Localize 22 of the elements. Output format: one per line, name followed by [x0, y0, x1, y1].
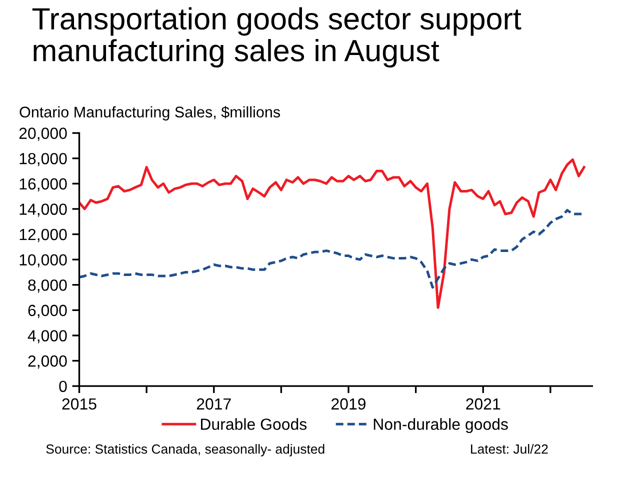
- y-tick-label: 0: [59, 380, 67, 392]
- y-axis-title: Ontario Manufacturing Sales, $millions: [20, 106, 280, 121]
- legend-label: Durable Goods: [201, 418, 307, 430]
- y-tick-label: 12,000: [20, 228, 67, 242]
- x-tick-label: 2015: [62, 398, 96, 410]
- y-tick-label: 4,000: [28, 330, 67, 344]
- y-tick-label: 2,000: [28, 355, 67, 369]
- y-tick-label: 14,000: [20, 204, 67, 217]
- y-tick-label: 8,000: [28, 279, 67, 293]
- legend-label: Non-durable goods: [374, 418, 508, 434]
- text: Latest: Jul/22: [471, 444, 548, 454]
- x-tick-label: 2019: [332, 398, 366, 410]
- y-tick-label: 10,000: [20, 254, 67, 268]
- x-tick-label: 2017: [196, 398, 231, 410]
- source-note: Source: Statistics Canada, seasonally- adjusted: [46, 444, 324, 456]
- line-series: [79, 158, 586, 309]
- y-tick-label: 16,000: [20, 178, 67, 192]
- x-tick-label: 2021: [466, 398, 500, 410]
- y-tick-label: 20,000: [19, 128, 67, 141]
- chart-title: Transportation goods sector support manufacturing sales in August: [32, 7, 522, 68]
- y-tick-label: 18,000: [20, 152, 67, 166]
- y-tick-label: 6,000: [28, 304, 67, 318]
